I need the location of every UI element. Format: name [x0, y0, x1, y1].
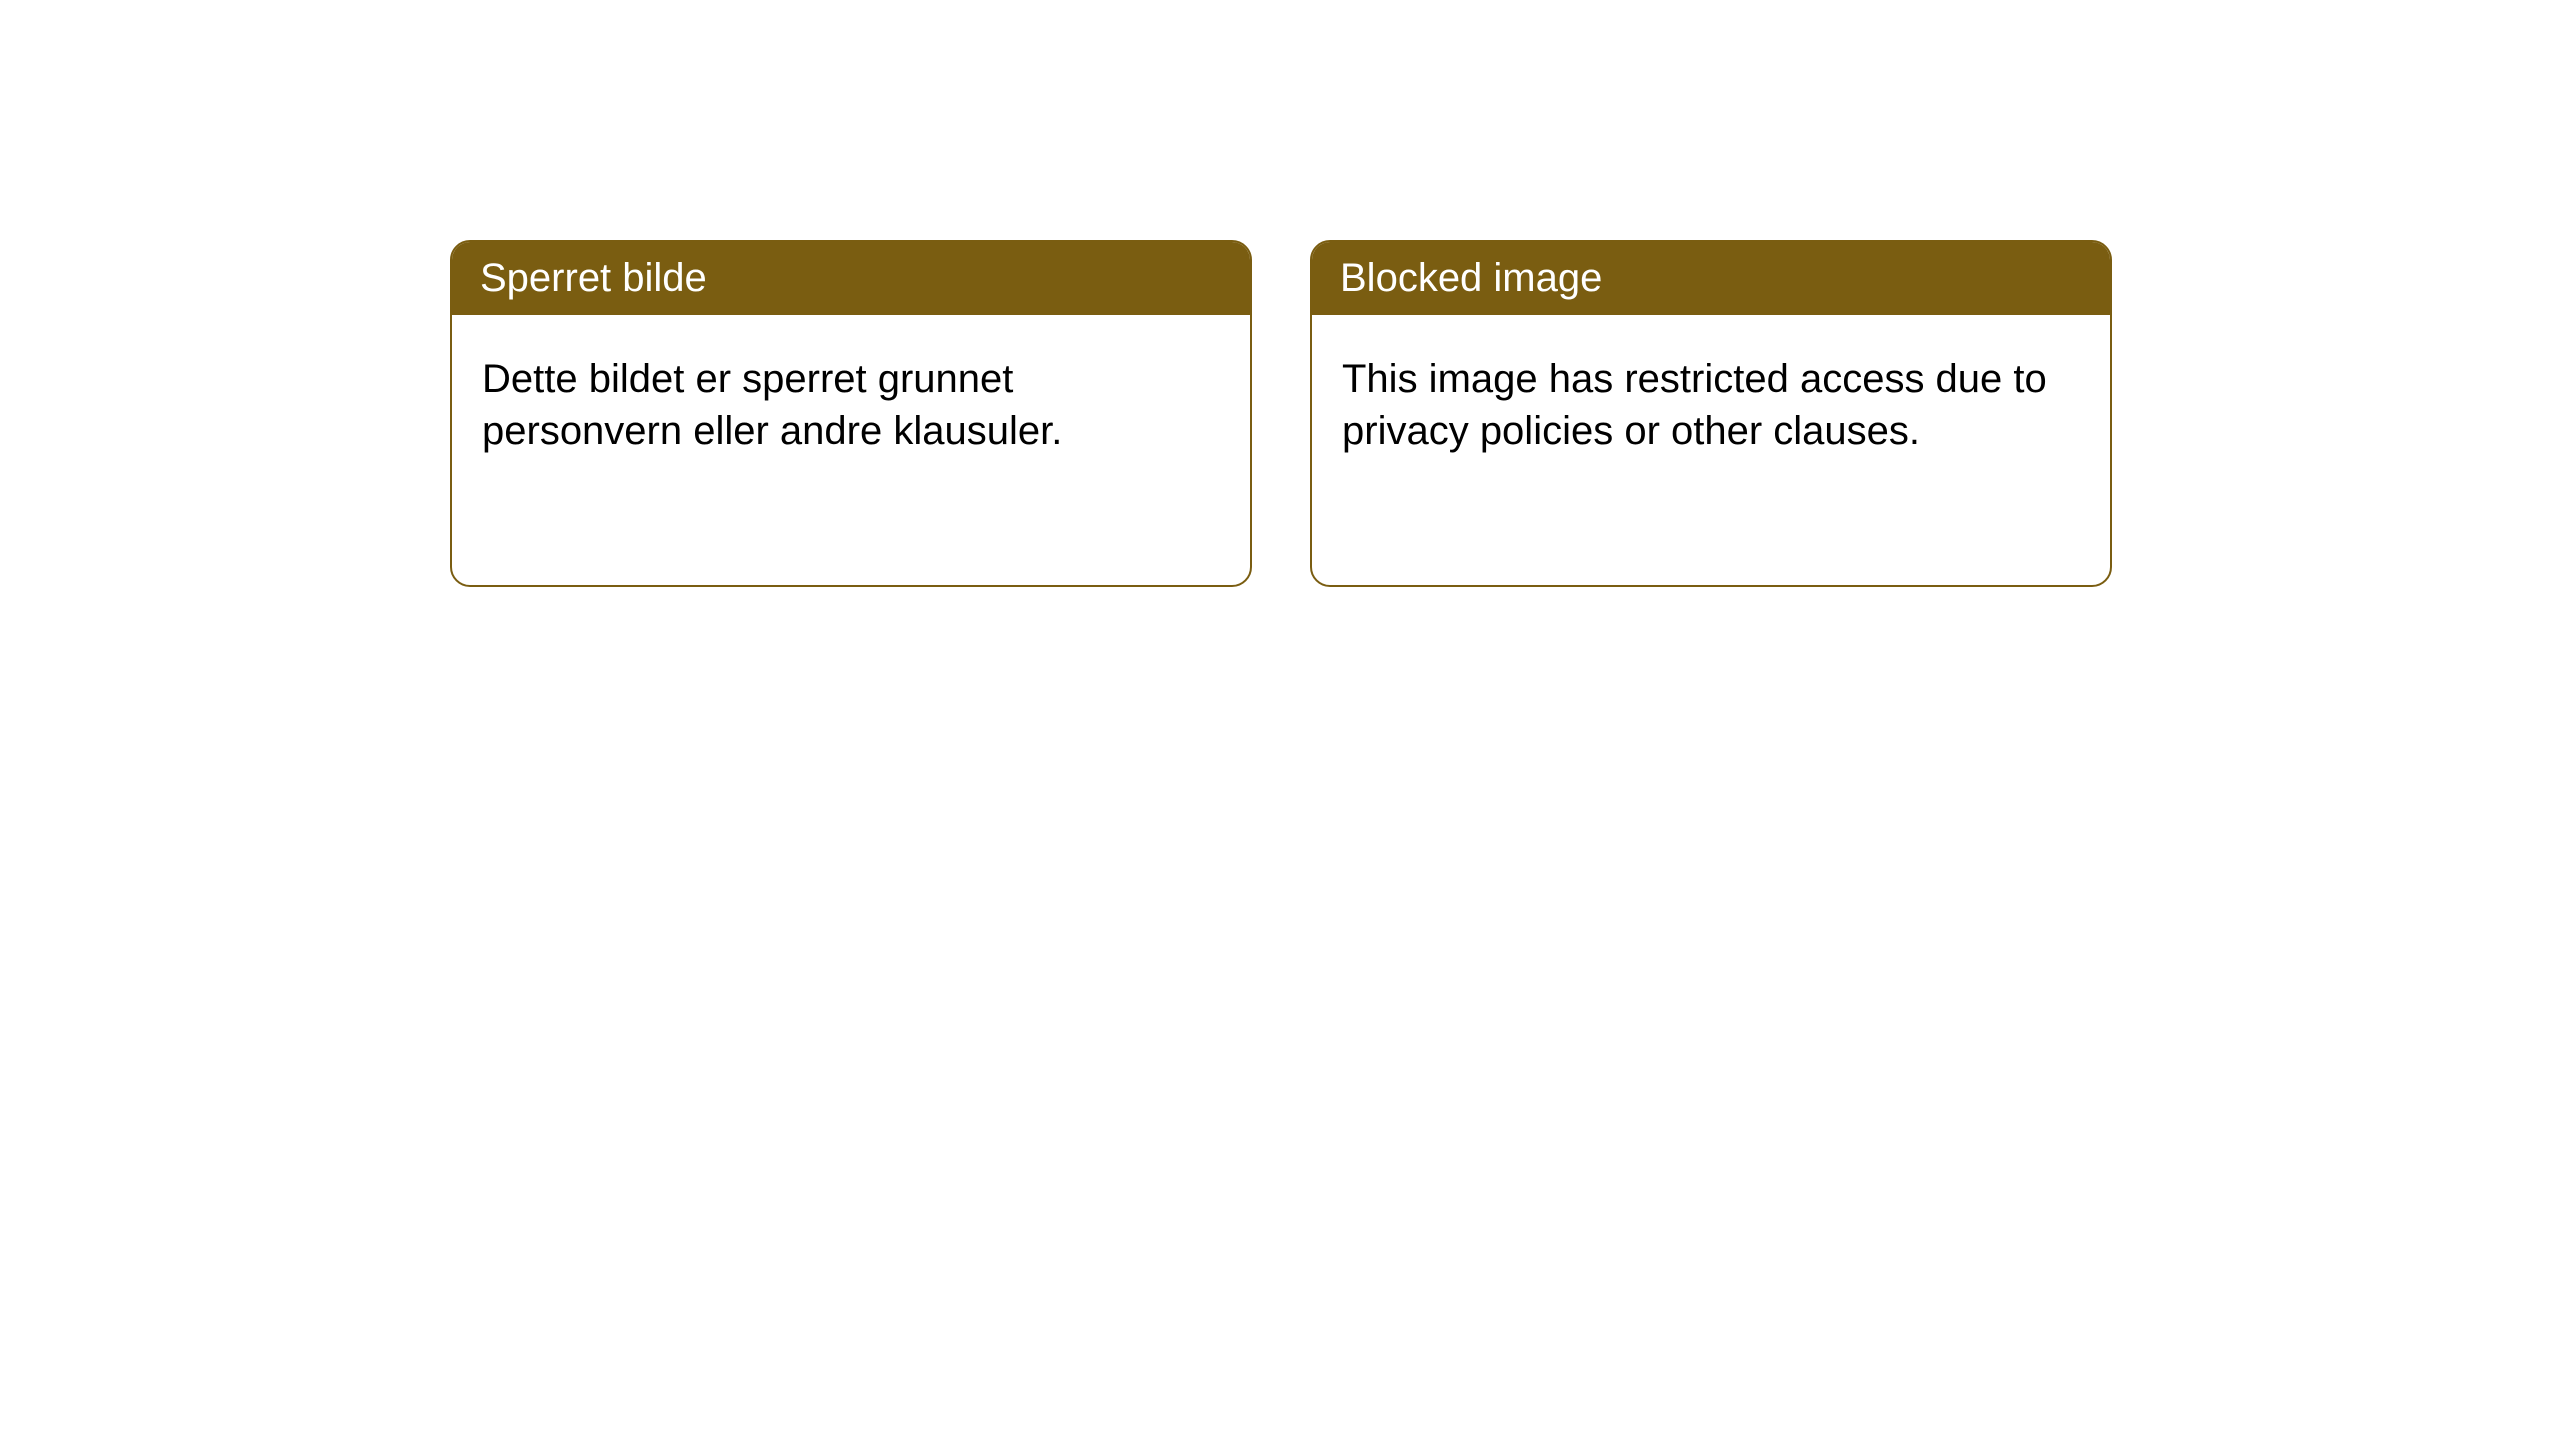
card-header: Sperret bilde: [452, 242, 1250, 315]
notice-cards-container: Sperret bilde Dette bildet er sperret gr…: [0, 0, 2560, 587]
notice-card-english: Blocked image This image has restricted …: [1310, 240, 2112, 587]
card-message: Dette bildet er sperret grunnet personve…: [482, 353, 1220, 457]
card-message: This image has restricted access due to …: [1342, 353, 2080, 457]
card-body: Dette bildet er sperret grunnet personve…: [452, 315, 1250, 585]
card-title: Blocked image: [1340, 256, 1602, 300]
notice-card-norwegian: Sperret bilde Dette bildet er sperret gr…: [450, 240, 1252, 587]
card-header: Blocked image: [1312, 242, 2110, 315]
card-title: Sperret bilde: [480, 256, 707, 300]
card-body: This image has restricted access due to …: [1312, 315, 2110, 585]
